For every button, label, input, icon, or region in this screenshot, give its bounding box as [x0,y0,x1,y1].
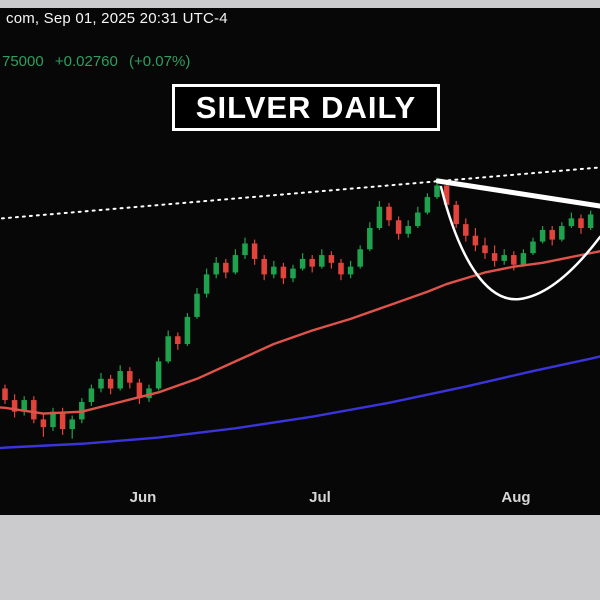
watermark-timestamp: com, Sep 01, 2025 20:31 UTC-4 [6,10,228,27]
chart-title-box: SILVER DAILY [172,84,440,131]
quote-change: +0.02760 [54,53,118,70]
x-axis-label-aug: Aug [501,489,530,506]
chart-title-label: SILVER DAILY [195,89,417,125]
quote-change-percent: (+0.07%) [129,53,191,70]
x-axis-label-jul: Jul [309,489,331,506]
quote-price: 75000 [2,53,44,70]
quote-line: 75000 +0.02760 (+0.07%) [2,53,197,70]
x-axis-label-jun: Jun [130,489,157,506]
